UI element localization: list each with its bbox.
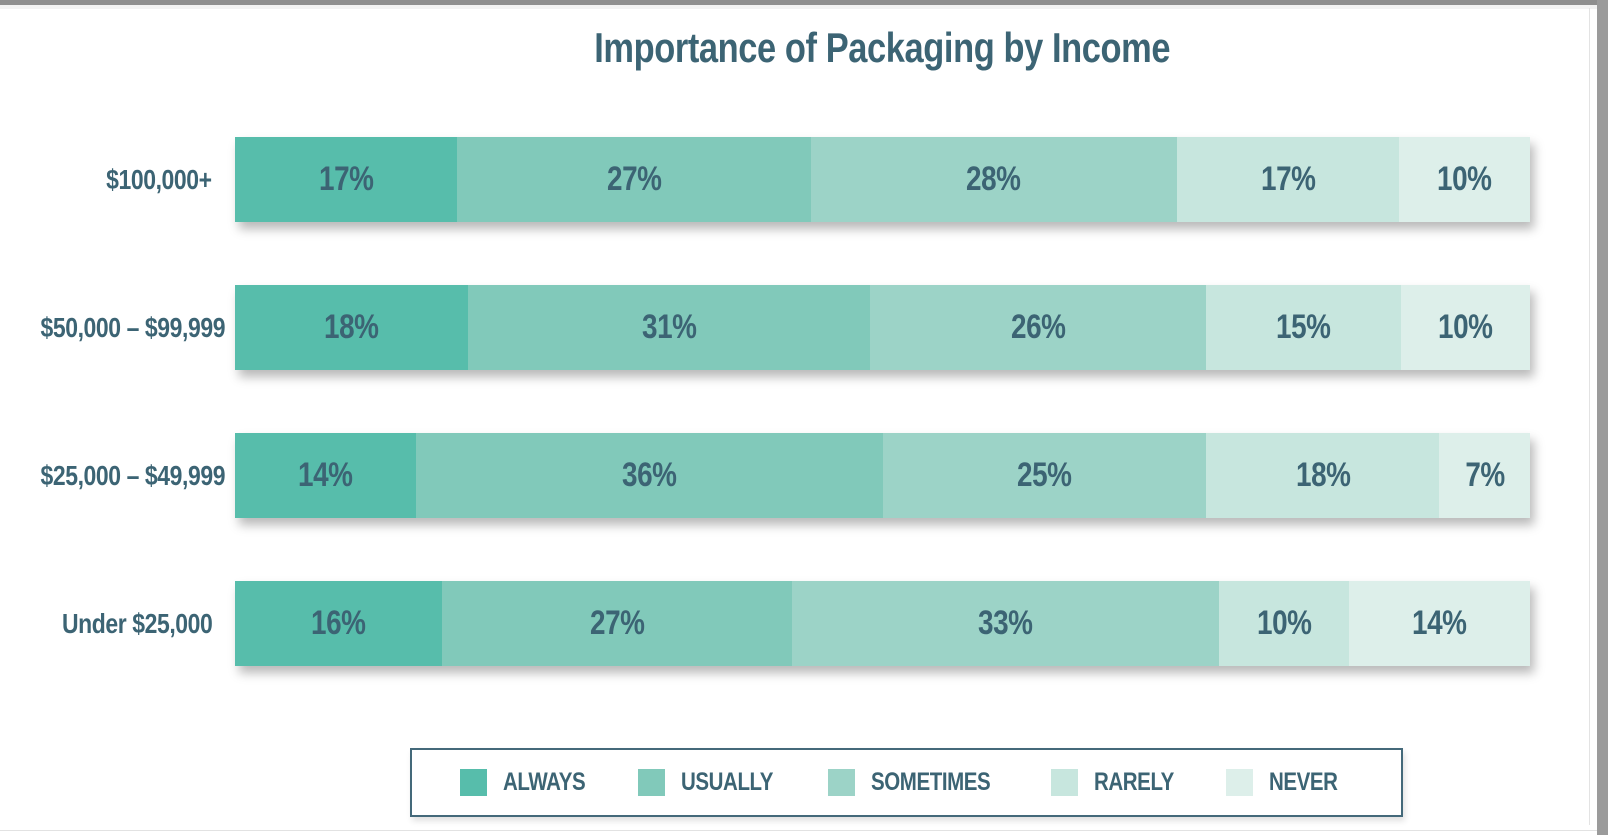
segment-sometimes: 25% bbox=[882, 433, 1207, 518]
segment-value-label: 25% bbox=[1017, 456, 1072, 494]
segment-usually: 27% bbox=[457, 137, 811, 222]
legend-item-rarely: RARELY bbox=[1051, 768, 1192, 797]
legend-label: ALWAYS bbox=[503, 768, 603, 797]
category-label-text: $25,000 – $49,999 bbox=[40, 459, 226, 491]
segment-value-label: 33% bbox=[978, 604, 1033, 642]
segment-value-label: 10% bbox=[1437, 160, 1492, 198]
screen-edge-right bbox=[1597, 0, 1608, 835]
segment-sometimes: 33% bbox=[791, 581, 1220, 666]
legend-label-text: USUALLY bbox=[680, 768, 774, 796]
segment-value-label: 14% bbox=[298, 456, 353, 494]
legend-label-text: NEVER bbox=[1269, 768, 1338, 796]
legend-swatch-sometimes bbox=[827, 769, 855, 796]
segment-sometimes: 28% bbox=[810, 137, 1177, 222]
segment-always: 18% bbox=[235, 285, 469, 370]
bar-row: $100,000+ 17% 27% 28% 17% 10% bbox=[0, 137, 1531, 222]
legend-label: RARELY bbox=[1094, 768, 1192, 797]
legend-item-always: ALWAYS bbox=[460, 768, 603, 797]
bar-row: Under $25,000 16% 27% 33% 10% 14% bbox=[0, 581, 1530, 666]
segment-value-label: 17% bbox=[1260, 160, 1316, 198]
legend-swatch-usually bbox=[637, 769, 665, 796]
segment-rarely: 10% bbox=[1219, 581, 1349, 666]
category-label: $100,000+ bbox=[0, 164, 235, 196]
bar-row: $25,000 – $49,999 14% 36% 25% 18% 7% bbox=[0, 433, 1530, 518]
stacked-bar: 18% 31% 26% 15% 10% bbox=[235, 285, 1530, 370]
segment-value-label: 14% bbox=[1412, 604, 1467, 642]
segment-usually: 36% bbox=[416, 433, 883, 518]
segment-sometimes: 26% bbox=[869, 285, 1207, 370]
legend-label: SOMETIMES bbox=[871, 768, 1017, 797]
segment-value-label: 18% bbox=[324, 308, 379, 346]
category-label-text: $50,000 – $99,999 bbox=[40, 311, 226, 343]
segment-value-label: 10% bbox=[1437, 308, 1493, 346]
legend-label: USUALLY bbox=[681, 768, 793, 797]
segment-always: 16% bbox=[235, 581, 443, 666]
segment-usually: 27% bbox=[442, 581, 792, 666]
chart-title: Importance of Packaging by Income bbox=[594, 24, 1171, 71]
segment-never: 7% bbox=[1439, 433, 1530, 518]
segment-value-label: 18% bbox=[1295, 456, 1351, 494]
stacked-bar: 17% 27% 28% 17% 10% bbox=[235, 137, 1531, 222]
legend-item-never: NEVER bbox=[1226, 768, 1353, 797]
legend-swatch-never bbox=[1226, 769, 1254, 796]
segment-never: 14% bbox=[1348, 581, 1530, 666]
canvas-bottom-border bbox=[0, 830, 1608, 831]
segment-value-label: 16% bbox=[311, 604, 366, 642]
segment-value-label: 27% bbox=[606, 160, 662, 198]
segment-rarely: 15% bbox=[1206, 285, 1401, 370]
legend-label-text: SOMETIMES bbox=[870, 768, 991, 796]
screen-edge-top bbox=[0, 0, 1608, 5]
segment-rarely: 18% bbox=[1206, 433, 1440, 518]
segment-never: 10% bbox=[1399, 137, 1531, 222]
segment-value-label: 36% bbox=[622, 456, 677, 494]
category-label-text: Under $25,000 bbox=[61, 607, 213, 639]
segment-value-label: 7% bbox=[1464, 456, 1505, 494]
segment-value-label: 10% bbox=[1256, 604, 1312, 642]
legend-item-usually: USUALLY bbox=[637, 768, 793, 797]
legend-label-text: RARELY bbox=[1094, 768, 1175, 796]
screen-edge-top-light bbox=[0, 5, 1608, 9]
segment-value-label: 26% bbox=[1010, 308, 1066, 346]
category-label: $25,000 – $49,999 bbox=[0, 460, 235, 492]
category-label: Under $25,000 bbox=[0, 608, 235, 640]
segment-value-label: 17% bbox=[318, 160, 374, 198]
legend-item-sometimes: SOMETIMES bbox=[827, 768, 1017, 797]
category-label-text: $100,000+ bbox=[106, 163, 213, 195]
bar-row: $50,000 – $99,999 18% 31% 26% 15% 10% bbox=[0, 285, 1530, 370]
chart-legend: ALWAYS USUALLY SOMETIMES RARELY NEVER bbox=[410, 748, 1403, 817]
canvas-right-border bbox=[1589, 8, 1590, 825]
legend-swatch-always bbox=[460, 769, 487, 796]
segment-always: 14% bbox=[235, 433, 417, 518]
segment-never: 10% bbox=[1400, 285, 1530, 370]
segment-value-label: 31% bbox=[641, 308, 697, 346]
stacked-bar: 14% 36% 25% 18% 7% bbox=[235, 433, 1530, 518]
segment-always: 17% bbox=[235, 137, 458, 222]
legend-label: NEVER bbox=[1269, 768, 1353, 797]
segment-value-label: 15% bbox=[1276, 308, 1331, 346]
segment-value-label: 28% bbox=[966, 160, 1021, 198]
segment-value-label: 27% bbox=[589, 604, 645, 642]
stacked-bar: 16% 27% 33% 10% 14% bbox=[235, 581, 1530, 666]
stacked-bar-chart: $100,000+ 17% 27% 28% 17% 10% $50,000 – $99,99… bbox=[0, 137, 1531, 729]
legend-swatch-rarely bbox=[1051, 769, 1079, 796]
legend-label-text: ALWAYS bbox=[503, 768, 586, 796]
category-label: $50,000 – $99,999 bbox=[0, 312, 235, 344]
segment-rarely: 17% bbox=[1176, 137, 1400, 222]
segment-usually: 31% bbox=[468, 285, 870, 370]
